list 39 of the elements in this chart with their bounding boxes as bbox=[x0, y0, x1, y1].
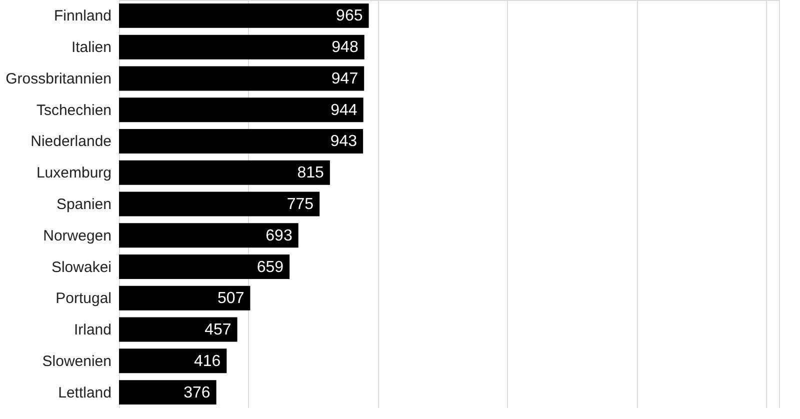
y-tick-label: Grossbritannien bbox=[6, 70, 112, 88]
y-tick-label: Lettland bbox=[58, 384, 112, 402]
data-label: 948 bbox=[332, 39, 358, 56]
y-tick-label: Tschechien bbox=[36, 102, 112, 119]
y-tick-label: Spanien bbox=[56, 196, 112, 213]
bar bbox=[119, 192, 320, 216]
y-tick-label: Finnland bbox=[54, 8, 112, 25]
y-tick-label: Italien bbox=[71, 39, 112, 56]
data-label: 943 bbox=[330, 133, 358, 150]
data-label: 416 bbox=[194, 352, 221, 370]
bar bbox=[119, 98, 364, 122]
y-tick-label: Slowenien bbox=[42, 352, 112, 370]
bar bbox=[119, 317, 238, 342]
bar bbox=[119, 34, 364, 60]
bar bbox=[119, 254, 290, 280]
bar bbox=[119, 348, 227, 374]
data-label: 815 bbox=[297, 164, 324, 182]
y-tick-label: Slowakei bbox=[51, 258, 112, 276]
data-label: 507 bbox=[218, 290, 244, 308]
bar bbox=[119, 66, 364, 91]
bar bbox=[119, 160, 330, 185]
bar bbox=[119, 3, 369, 28]
y-tick-label: Irland bbox=[74, 322, 112, 339]
y-tick-label: Norwegen bbox=[43, 227, 112, 244]
data-label: 457 bbox=[204, 322, 232, 339]
data-label: 965 bbox=[336, 8, 363, 25]
data-label: 659 bbox=[256, 258, 284, 276]
data-label: 775 bbox=[286, 196, 314, 213]
y-tick-label: Luxemburg bbox=[36, 164, 112, 182]
data-label: 944 bbox=[330, 102, 358, 119]
bar bbox=[119, 286, 250, 310]
bar bbox=[119, 223, 298, 248]
data-label: 693 bbox=[266, 227, 292, 244]
y-tick-label: Niederlande bbox=[30, 133, 112, 150]
data-label: 376 bbox=[184, 384, 210, 402]
bar bbox=[119, 128, 364, 154]
y-tick-label: Portugal bbox=[56, 290, 112, 308]
data-label: 947 bbox=[331, 70, 358, 88]
bar bbox=[119, 380, 216, 405]
